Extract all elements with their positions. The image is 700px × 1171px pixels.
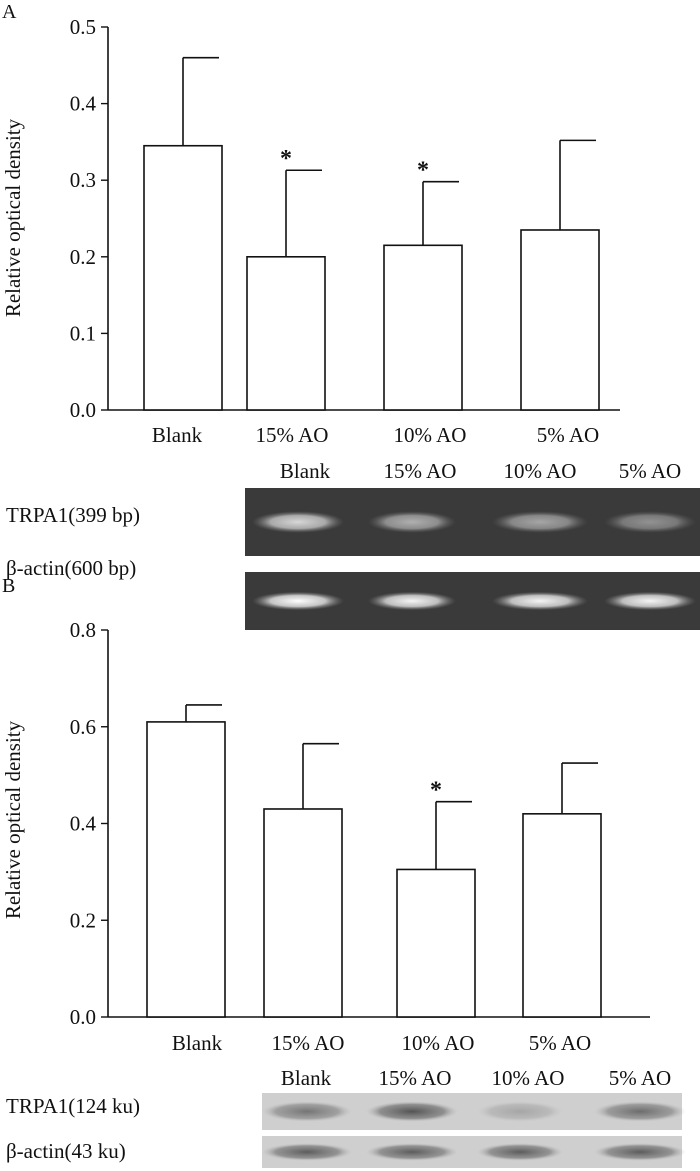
panel-label-a: A [2, 1, 17, 23]
ylabel-a: Relative optical density [1, 118, 25, 317]
band-a-1-3 [492, 511, 588, 533]
bar-a-4 [520, 229, 600, 411]
bar-a-2 [246, 255, 326, 411]
panel-b: B Relative optical density 0.00.20.40.60… [1, 575, 686, 1168]
ylabel-b: Relative optical density [1, 720, 25, 919]
band-b-2-1 [262, 1143, 352, 1161]
blot-row-label-b-1: TRPA1(124 ku) [6, 1094, 140, 1118]
significance-marker-a-3: * [417, 158, 429, 184]
band-a-2-3 [492, 591, 588, 611]
bar-b-3 [396, 868, 476, 1018]
blot-lane-label-b-4: 5% AO [609, 1066, 671, 1090]
plot-area-a: 0.0 0.1 0.2 0.3 0.4 0.5 Blank * 15% AO * 10% AO 5% … [70, 15, 620, 447]
y-tick-label-a: 0.3 [70, 168, 96, 192]
blot-b: Blank 15% AO 10% AO 5% AO TRPA1(124 ku) β-act… [6, 1066, 686, 1168]
significance-marker-a-2: * [280, 146, 292, 172]
panel-label-b: B [2, 575, 15, 597]
y-tick-label-a: 0.5 [70, 15, 96, 39]
blot-lane-label-b-1: Blank [281, 1066, 332, 1090]
band-b-1-2 [366, 1101, 458, 1122]
band-a-2-4 [604, 591, 696, 611]
blot-lane-label-b-3: 10% AO [492, 1066, 565, 1090]
blot-lane-label-a-4: 5% AO [619, 459, 681, 483]
panel-a: A Relative optical density 0.00.10.20.30… [1, 1, 700, 630]
bar-a-1 [143, 144, 223, 411]
blot-lane-label-a-1: Blank [280, 459, 331, 483]
bar-b-4 [522, 813, 602, 1018]
x-tick-label-a-3: 10% AO [394, 423, 467, 447]
x-tick-label-b-4: 5% AO [529, 1031, 591, 1055]
band-b-1-4 [594, 1101, 686, 1122]
blot-row-label-a-2: β-actin(600 bp) [6, 556, 136, 580]
x-tick-label-b-1: Blank [172, 1031, 223, 1055]
blot-lane-label-a-3: 10% AO [504, 459, 577, 483]
x-tick-label-b-3: 10% AO [402, 1031, 475, 1055]
plot-area-b: 0.0 0.2 0.4 0.6 0.8 Blank 15% AO * 10% AO 5% AO [70, 618, 650, 1055]
band-b-1-1 [262, 1101, 352, 1122]
significance-marker-b-3: * [430, 778, 442, 804]
blot-a: Blank 15% AO 10% AO 5% AO TRPA1(399 bp) β-act… [6, 459, 700, 630]
blot-row-label-a-1: TRPA1(399 bp) [6, 503, 140, 527]
band-a-2-2 [368, 591, 456, 611]
y-tick-label-a: 0.0 [70, 398, 96, 422]
y-tick-label-b: 0.4 [70, 812, 97, 836]
y-tick-label-b: 0.0 [70, 1005, 96, 1029]
band-b-1-3 [477, 1101, 563, 1122]
bar-b-2 [263, 808, 343, 1018]
band-b-2-4 [594, 1143, 686, 1161]
band-a-1-1 [252, 511, 344, 533]
x-tick-label-a-4: 5% AO [537, 423, 599, 447]
x-tick-label-b-2: 15% AO [272, 1031, 345, 1055]
y-tick-label-a: 0.1 [70, 321, 96, 345]
y-tick-label-b: 0.6 [70, 715, 96, 739]
y-tick-label-b: 0.8 [70, 618, 96, 642]
bar-a-3 [383, 244, 463, 411]
band-a-1-2 [368, 511, 456, 533]
band-a-1-4 [604, 511, 696, 533]
band-b-2-2 [366, 1143, 458, 1161]
blot-lane-label-b-2: 15% AO [379, 1066, 452, 1090]
x-tick-label-a-2: 15% AO [256, 423, 329, 447]
y-tick-label-b: 0.2 [70, 908, 96, 932]
band-a-2-1 [252, 591, 344, 611]
blot-row-label-b-2: β-actin(43 ku) [6, 1139, 126, 1163]
bar-b-1 [146, 721, 226, 1018]
y-tick-label-a: 0.4 [70, 92, 97, 116]
band-b-2-3 [477, 1143, 563, 1161]
blot-lane-label-a-2: 15% AO [384, 459, 457, 483]
y-tick-label-a: 0.2 [70, 245, 96, 269]
x-tick-label-a-1: Blank [152, 423, 203, 447]
